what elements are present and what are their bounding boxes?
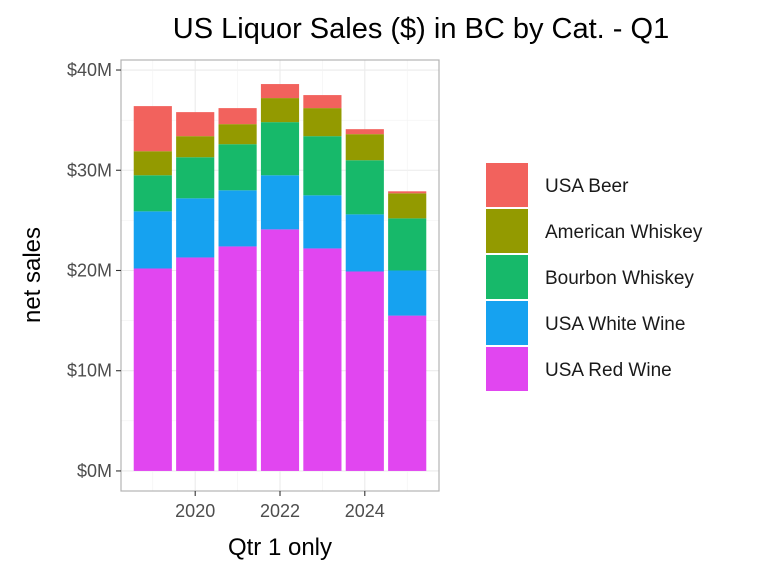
legend: USA Beer American Whiskey Bourbon Whiskey U… [486,163,703,391]
bar-segment-bourbon-whiskey-2019 [133,175,172,212]
bar-segment-usa-red-wine-2020 [176,257,215,471]
x-tick-label: 2022 [260,501,300,521]
bar-segment-usa-beer-2020 [176,112,215,137]
legend-label-usa-beer: USA Beer [545,176,629,197]
bar-segment-american-whiskey-2025 [388,193,427,219]
bar-segment-american-whiskey-2024 [345,134,384,161]
bar-segment-american-whiskey-2023 [303,108,342,137]
x-axis-title: Qtr 1 only [228,534,332,561]
y-tick-label: $20M [67,260,112,280]
bar-segment-bourbon-whiskey-2023 [303,136,342,196]
bar-segment-bourbon-whiskey-2022 [260,122,300,176]
bar-segment-usa-white-wine-2024 [345,214,384,272]
bar-segment-usa-beer-2024 [345,129,384,135]
bar-segment-usa-red-wine-2023 [303,248,342,471]
bar-segment-usa-red-wine-2024 [345,271,384,471]
bar-segment-bourbon-whiskey-2025 [388,218,427,271]
y-tick-label: $40M [67,60,112,80]
legend-label-american-whiskey: American Whiskey [545,222,703,243]
bars [133,84,427,471]
bar-segment-usa-white-wine-2019 [133,211,172,269]
legend-key-bourbon-whiskey [486,255,528,299]
y-tick-label: $0M [77,461,112,481]
bar-segment-american-whiskey-2021 [218,124,257,145]
legend-key-usa-beer [486,163,528,207]
legend-label-usa-white-wine: USA White Wine [545,314,685,335]
y-tick-label: $30M [67,160,112,180]
legend-label-usa-red-wine: USA Red Wine [545,360,672,381]
bar-segment-usa-white-wine-2025 [388,270,427,316]
bar-segment-american-whiskey-2022 [260,98,300,123]
legend-key-usa-white-wine [486,301,528,345]
bar-segment-bourbon-whiskey-2020 [176,157,215,199]
bar-segment-usa-beer-2019 [133,106,172,152]
legend-key-usa-red-wine [486,347,528,391]
axes: $0M $10M $20M $30M $40M 2020 2022 2024 [67,60,385,521]
bar-segment-bourbon-whiskey-2021 [218,144,257,191]
bar-segment-usa-beer-2023 [303,95,342,109]
bar-segment-usa-red-wine-2019 [133,268,172,471]
bar-segment-usa-beer-2022 [260,84,300,99]
bar-segment-usa-white-wine-2022 [260,175,300,230]
bar-segment-usa-beer-2021 [218,108,257,125]
legend-label-bourbon-whiskey: Bourbon Whiskey [545,268,694,289]
bar-segment-usa-red-wine-2025 [388,315,427,471]
x-tick-label: 2024 [345,501,385,521]
chart-title: US Liquor Sales ($) in BC by Cat. - Q1 [173,13,669,45]
bar-segment-usa-white-wine-2020 [176,198,215,258]
bar-segment-usa-red-wine-2021 [218,246,257,471]
y-axis-title: net sales [19,227,46,323]
bar-segment-usa-beer-2025 [388,191,427,194]
bar-segment-bourbon-whiskey-2024 [345,160,384,215]
x-tick-label: 2020 [175,501,215,521]
bar-segment-usa-white-wine-2021 [218,190,257,247]
legend-key-american-whiskey [486,209,528,253]
bar-segment-usa-red-wine-2022 [260,229,300,471]
y-tick-label: $10M [67,361,112,381]
bar-segment-american-whiskey-2019 [133,151,172,176]
bar-segment-usa-white-wine-2023 [303,195,342,249]
bar-segment-american-whiskey-2020 [176,136,215,158]
